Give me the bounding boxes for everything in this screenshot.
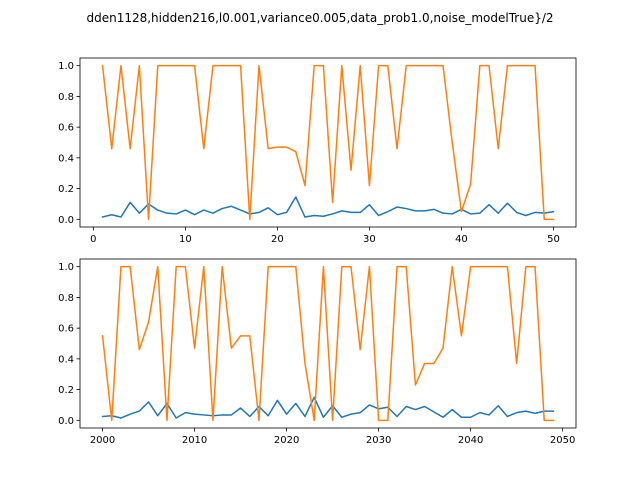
y-tick-label: 0.2 bbox=[58, 385, 74, 396]
series-line-orange bbox=[101, 265, 555, 422]
y-tick-label: 1.0 bbox=[58, 262, 74, 273]
x-tick-label: 10 bbox=[179, 234, 192, 245]
series-line-orange bbox=[101, 64, 555, 221]
x-tick-label: 2040 bbox=[458, 435, 483, 446]
axes-frame bbox=[79, 57, 577, 228]
series-group bbox=[101, 64, 555, 221]
x-tick-label: 2050 bbox=[550, 435, 575, 446]
y-tick-label: 0.8 bbox=[58, 293, 74, 304]
figure-title: dden1128,hidden216,l0.001,variance0.005,… bbox=[86, 11, 553, 25]
y-tick-label: 0.6 bbox=[58, 123, 74, 134]
y-tick-label: 0.4 bbox=[58, 354, 74, 365]
x-tick-label: 2010 bbox=[182, 435, 207, 446]
y-tick-label: 0.2 bbox=[58, 184, 74, 195]
x-tick-label: 20 bbox=[271, 234, 284, 245]
y-tick-label: 0.8 bbox=[58, 92, 74, 103]
y-tick-label: 0.4 bbox=[58, 153, 74, 164]
subplot-bottom: 2000 2010 2020 2030 2040 2050 0.0 0.2 0.4 0.6 0.8 1… bbox=[58, 258, 577, 446]
y-tick-label: 0.0 bbox=[58, 416, 74, 427]
x-tick-label: 2000 bbox=[90, 435, 115, 446]
x-tick-label: 2020 bbox=[274, 435, 299, 446]
subplot-top: 0 10 20 30 40 50 0.0 0.2 0.4 0.6 0.8 1.0 bbox=[58, 57, 577, 245]
x-tick-label: 0 bbox=[90, 234, 96, 245]
x-tick-label: 50 bbox=[547, 234, 560, 245]
series-line-blue bbox=[101, 396, 555, 419]
axes-frame bbox=[79, 258, 577, 429]
series-group bbox=[101, 265, 555, 422]
y-tick-label: 0.0 bbox=[58, 215, 74, 226]
x-tick-label: 2030 bbox=[366, 435, 391, 446]
x-tick-label: 40 bbox=[455, 234, 468, 245]
x-tick-label: 30 bbox=[363, 234, 376, 245]
series-line-blue bbox=[101, 196, 555, 218]
y-tick-label: 0.6 bbox=[58, 324, 74, 335]
y-tick-label: 1.0 bbox=[58, 61, 74, 72]
